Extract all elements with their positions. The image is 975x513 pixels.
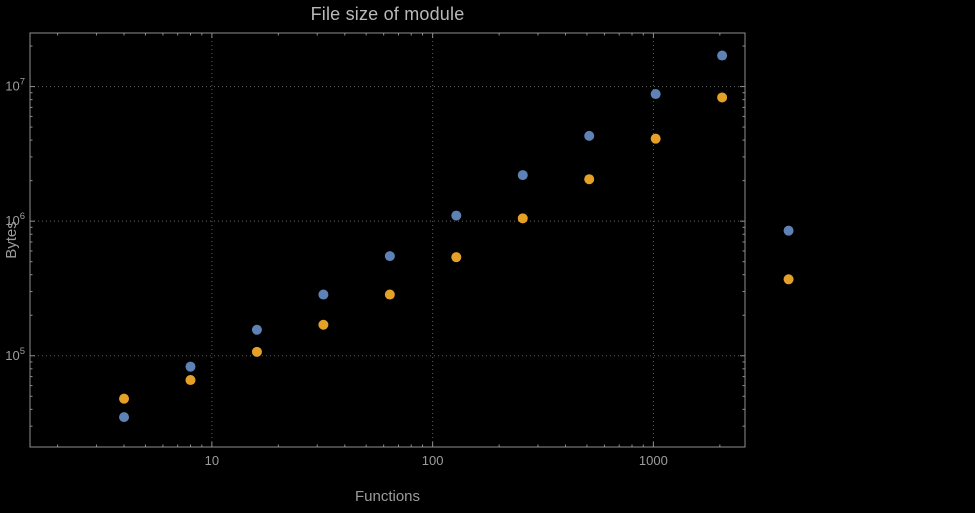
chart-title: File size of module	[310, 4, 465, 24]
data-point-series-blue	[119, 412, 130, 423]
data-point-series-orange	[650, 133, 661, 144]
data-point-series-blue	[451, 210, 462, 221]
data-point-series-blue	[185, 361, 196, 372]
y-tick-label: 106	[5, 211, 25, 228]
data-point-series-blue	[650, 89, 661, 100]
data-point-series-orange	[119, 393, 130, 404]
data-point-series-blue	[251, 324, 262, 335]
x-axis-label: Functions	[354, 488, 421, 505]
data-point-series-orange	[251, 346, 262, 357]
data-point-series-blue	[584, 130, 595, 141]
y-axis-label: Bytes	[3, 221, 20, 259]
data-point-series-blue	[517, 170, 528, 181]
data-point-series-blue	[384, 251, 395, 262]
x-tick-label: 100	[422, 453, 444, 468]
x-tick-label: 1000	[639, 453, 668, 468]
y-tick-label: 107	[5, 77, 25, 94]
data-point-series-orange	[185, 375, 196, 386]
plot-frame	[29, 32, 746, 448]
data-point-series-orange	[783, 274, 794, 285]
data-point-series-blue	[717, 50, 728, 61]
data-point-series-orange	[517, 213, 528, 224]
data-point-series-orange	[384, 289, 395, 300]
y-tick-label: 105	[5, 346, 25, 363]
data-point-series-orange	[451, 252, 462, 263]
data-point-series-blue	[318, 289, 329, 300]
data-point-series-orange	[584, 174, 595, 185]
data-point-series-blue	[783, 225, 794, 236]
data-point-series-orange	[717, 92, 728, 103]
x-tick-label: 10	[205, 453, 219, 468]
data-point-series-orange	[318, 319, 329, 330]
